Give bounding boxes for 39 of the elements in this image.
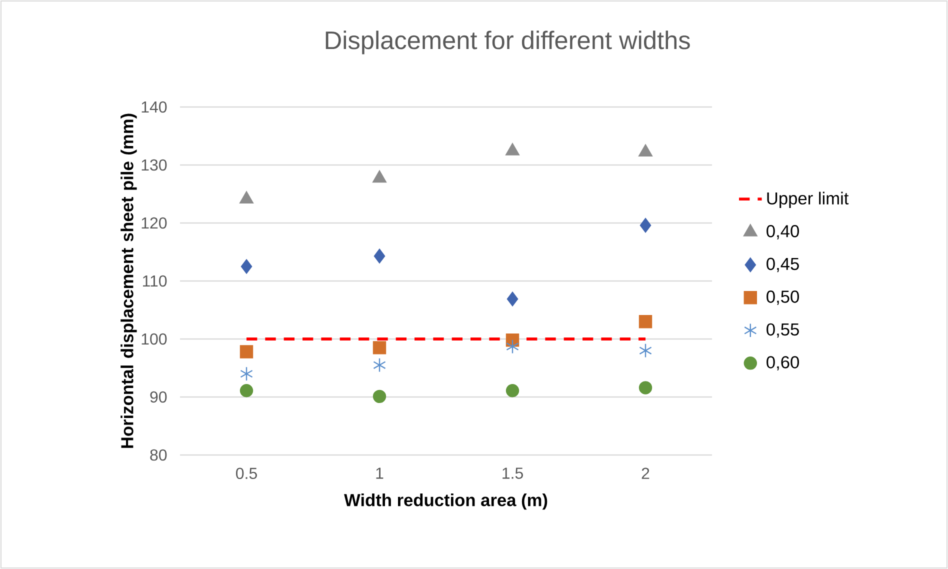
point [372,390,386,404]
y-tick-label: 110 [143,275,167,287]
legend-label: 0,50 [766,290,799,305]
legend-label: 0,40 [766,225,799,240]
point [240,345,254,358]
point [240,259,252,274]
y-tick-label: 120 [142,217,167,229]
point [373,358,386,372]
legend-label: Upper limit [767,192,849,208]
y-tick-label: 140 [142,101,167,113]
x-tick-label: 0.5 [236,468,257,480]
point [640,218,652,233]
point [374,248,386,264]
x-tick-label: 2 [642,468,650,479]
y-tick-label: 130 [142,159,167,171]
legend-label: 0,55 [766,323,799,338]
point [506,292,518,306]
y-tick-label: 80 [150,449,167,461]
y-axis-title: Horizontal displacement sheet pile (mm) [120,114,137,448]
legend-label: 0,45 [766,258,799,272]
point [372,341,386,354]
point [506,384,520,398]
point [638,315,652,328]
point [240,366,253,382]
point [372,170,386,183]
legend-label: 0,60 [766,356,799,370]
x-tick-label: 1.5 [502,468,523,479]
x-axis-title: Width reduction area (m) [344,494,548,510]
point [240,384,254,398]
y-tick-label: 100 [142,333,167,345]
point [639,343,652,358]
point [506,143,520,156]
point [638,144,652,157]
point [240,191,254,204]
chart-title: Displacement for different widths [326,30,690,54]
x-tick-label: 1 [376,468,384,479]
point [638,381,652,394]
point [506,339,519,354]
y-tick-label: 90 [150,391,167,403]
